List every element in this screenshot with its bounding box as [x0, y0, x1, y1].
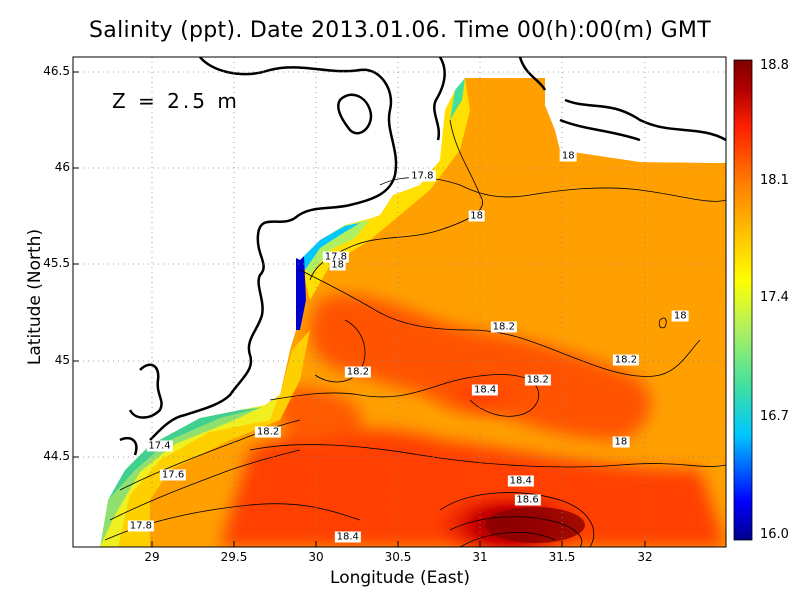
contour-label: 18: [329, 259, 346, 271]
y-tick-label: 45: [54, 353, 70, 367]
contour-label: 18.2: [524, 374, 551, 386]
y-tick-label: 45.5: [43, 256, 70, 270]
contour-label: 18.6: [514, 494, 541, 506]
y-axis-label: Latitude (North): [25, 228, 45, 366]
y-tick-label: 46: [54, 160, 70, 174]
x-tick-label: 31.5: [548, 550, 576, 564]
colorbar-tick-label: 18.1: [760, 173, 789, 188]
colorbar-tick-label: 16.7: [760, 409, 789, 424]
map-title: Salinity (ppt). Date 2013.01.06. Time 00…: [89, 18, 711, 43]
contour-label: 18.2: [254, 426, 282, 438]
contour-label: 17.6: [159, 469, 187, 481]
colorbar-tick-label: 18.8: [760, 58, 789, 73]
plot-area: [73, 57, 726, 547]
axis-ticks: [73, 71, 646, 547]
y-tick-label: 46.5: [43, 64, 70, 78]
contour-label: 18.2: [344, 366, 372, 378]
plot-frame: [72, 56, 727, 548]
contour-label: 18.2: [490, 321, 517, 333]
colorbar-tick-label: 16.0: [760, 527, 789, 542]
contour-label: 18.2: [612, 354, 640, 366]
x-tick-label: 31: [472, 550, 488, 564]
x-tick-label: 32: [637, 550, 653, 564]
colorbar: [733, 59, 753, 541]
x-tick-label: 30.5: [384, 550, 412, 564]
contour-label: 17.8: [322, 251, 350, 263]
grid: [73, 57, 726, 547]
coastline: [119, 57, 726, 456]
contour-label: 18.4: [334, 531, 361, 543]
contour-label: 18.4: [507, 475, 534, 487]
x-tick-label: 30: [308, 550, 324, 564]
x-axis-label: Longitude (East): [330, 568, 470, 588]
contour-label: 18.4: [472, 384, 499, 395]
colorbar-tick-label: 17.4: [760, 290, 789, 305]
x-tick-label: 29: [144, 550, 160, 564]
coastal-low-salinity: [100, 330, 310, 547]
y-tick-label: 44.5: [43, 449, 70, 463]
contour-label: 17.4: [146, 440, 173, 452]
contour-label: 18: [671, 310, 689, 322]
land: [73, 57, 465, 547]
contour-label: 17.8: [127, 520, 154, 532]
contour-label: 18: [468, 210, 486, 222]
contour-label: 18: [612, 436, 630, 448]
depth-label: Z = 2.5 m: [112, 89, 240, 113]
x-tick-label: 29.5: [220, 550, 248, 564]
contour-label: 17.8: [409, 170, 436, 182]
contour-label: 18: [559, 150, 577, 162]
